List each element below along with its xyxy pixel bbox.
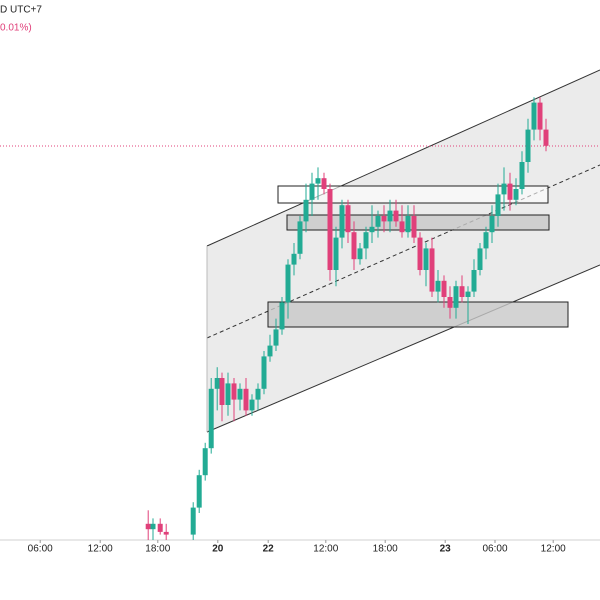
candle-body: [453, 286, 459, 308]
x-tick-label: 20: [212, 544, 224, 555]
candle-body: [435, 280, 441, 292]
candle-body: [163, 531, 169, 535]
x-tick-label: 12:00: [313, 544, 338, 555]
candle-body: [208, 388, 214, 449]
candle-body: [309, 183, 315, 200]
candle-body: [339, 205, 345, 238]
candle-body: [279, 302, 285, 330]
candle-body: [483, 232, 489, 249]
candle-body: [297, 221, 303, 254]
candle-body: [196, 475, 202, 508]
candle-body: [489, 216, 495, 233]
candle-body: [315, 178, 321, 184]
x-tick-label: 06:00: [482, 544, 507, 555]
candle-body: [471, 270, 477, 292]
candle-body: [225, 383, 231, 405]
zone-box: [286, 214, 550, 231]
channel-fill: [207, 70, 600, 432]
candle-body: [507, 183, 513, 200]
candle-body: [249, 399, 255, 411]
candle-body: [405, 216, 411, 233]
x-tick-label: 12:00: [541, 544, 566, 555]
x-tick-label: 18:00: [373, 544, 398, 555]
zone-box: [277, 185, 549, 204]
candle-body: [267, 345, 273, 357]
candle-body: [145, 523, 151, 530]
candle-body: [327, 189, 333, 270]
x-tick-label: 12:00: [88, 544, 113, 555]
candle-body: [214, 378, 220, 389]
candle-body: [363, 232, 369, 249]
candle-body: [387, 210, 393, 222]
candle-body: [369, 226, 375, 233]
candle-body: [513, 189, 519, 200]
candle-body: [423, 248, 429, 270]
x-tick-label: 22: [263, 544, 275, 555]
x-tick-label: 23: [440, 544, 452, 555]
candle-body: [531, 102, 537, 130]
candle-body: [345, 205, 351, 233]
candle-body: [150, 523, 156, 530]
candle-body: [465, 291, 471, 297]
candle-body: [459, 286, 465, 297]
candle-body: [441, 280, 447, 297]
candle-body: [543, 129, 549, 146]
candle-body: [190, 507, 196, 535]
candle-body: [303, 199, 309, 222]
candle-body: [243, 388, 249, 411]
zone-box: [267, 301, 569, 328]
candle-body: [333, 237, 339, 270]
candle-body: [447, 297, 453, 308]
candle-body: [351, 232, 357, 260]
channel-lower: [206, 264, 600, 433]
candle-body: [231, 383, 237, 400]
candle-body: [495, 194, 501, 216]
candle-body: [261, 356, 267, 389]
candle-body: [291, 253, 297, 265]
candle-body: [417, 237, 423, 270]
header: D UTC+7: [0, 5, 42, 16]
candle-body: [501, 183, 507, 195]
candle-body: [157, 523, 163, 532]
candle-body: [219, 378, 225, 405]
candle-body: [429, 248, 435, 292]
x-tick-label: 06:00: [28, 544, 53, 555]
candle-body: [357, 248, 363, 260]
candle-body: [399, 221, 405, 233]
candle-body: [477, 248, 483, 270]
candle-body: [321, 178, 327, 189]
candle-body: [202, 448, 208, 476]
subheader: 0.01%): [0, 23, 32, 34]
candle-body: [519, 162, 525, 189]
candle-body: [237, 388, 243, 400]
candle-body: [411, 216, 417, 238]
candle-body: [375, 216, 381, 227]
x-tick-label: 18:00: [145, 544, 170, 555]
candle-body: [285, 264, 291, 303]
candle-body: [273, 329, 279, 346]
candle-body: [393, 210, 399, 222]
candle-body: [537, 102, 543, 130]
candle-body: [525, 129, 531, 162]
candle-body: [255, 388, 261, 400]
candle-body: [381, 216, 387, 222]
